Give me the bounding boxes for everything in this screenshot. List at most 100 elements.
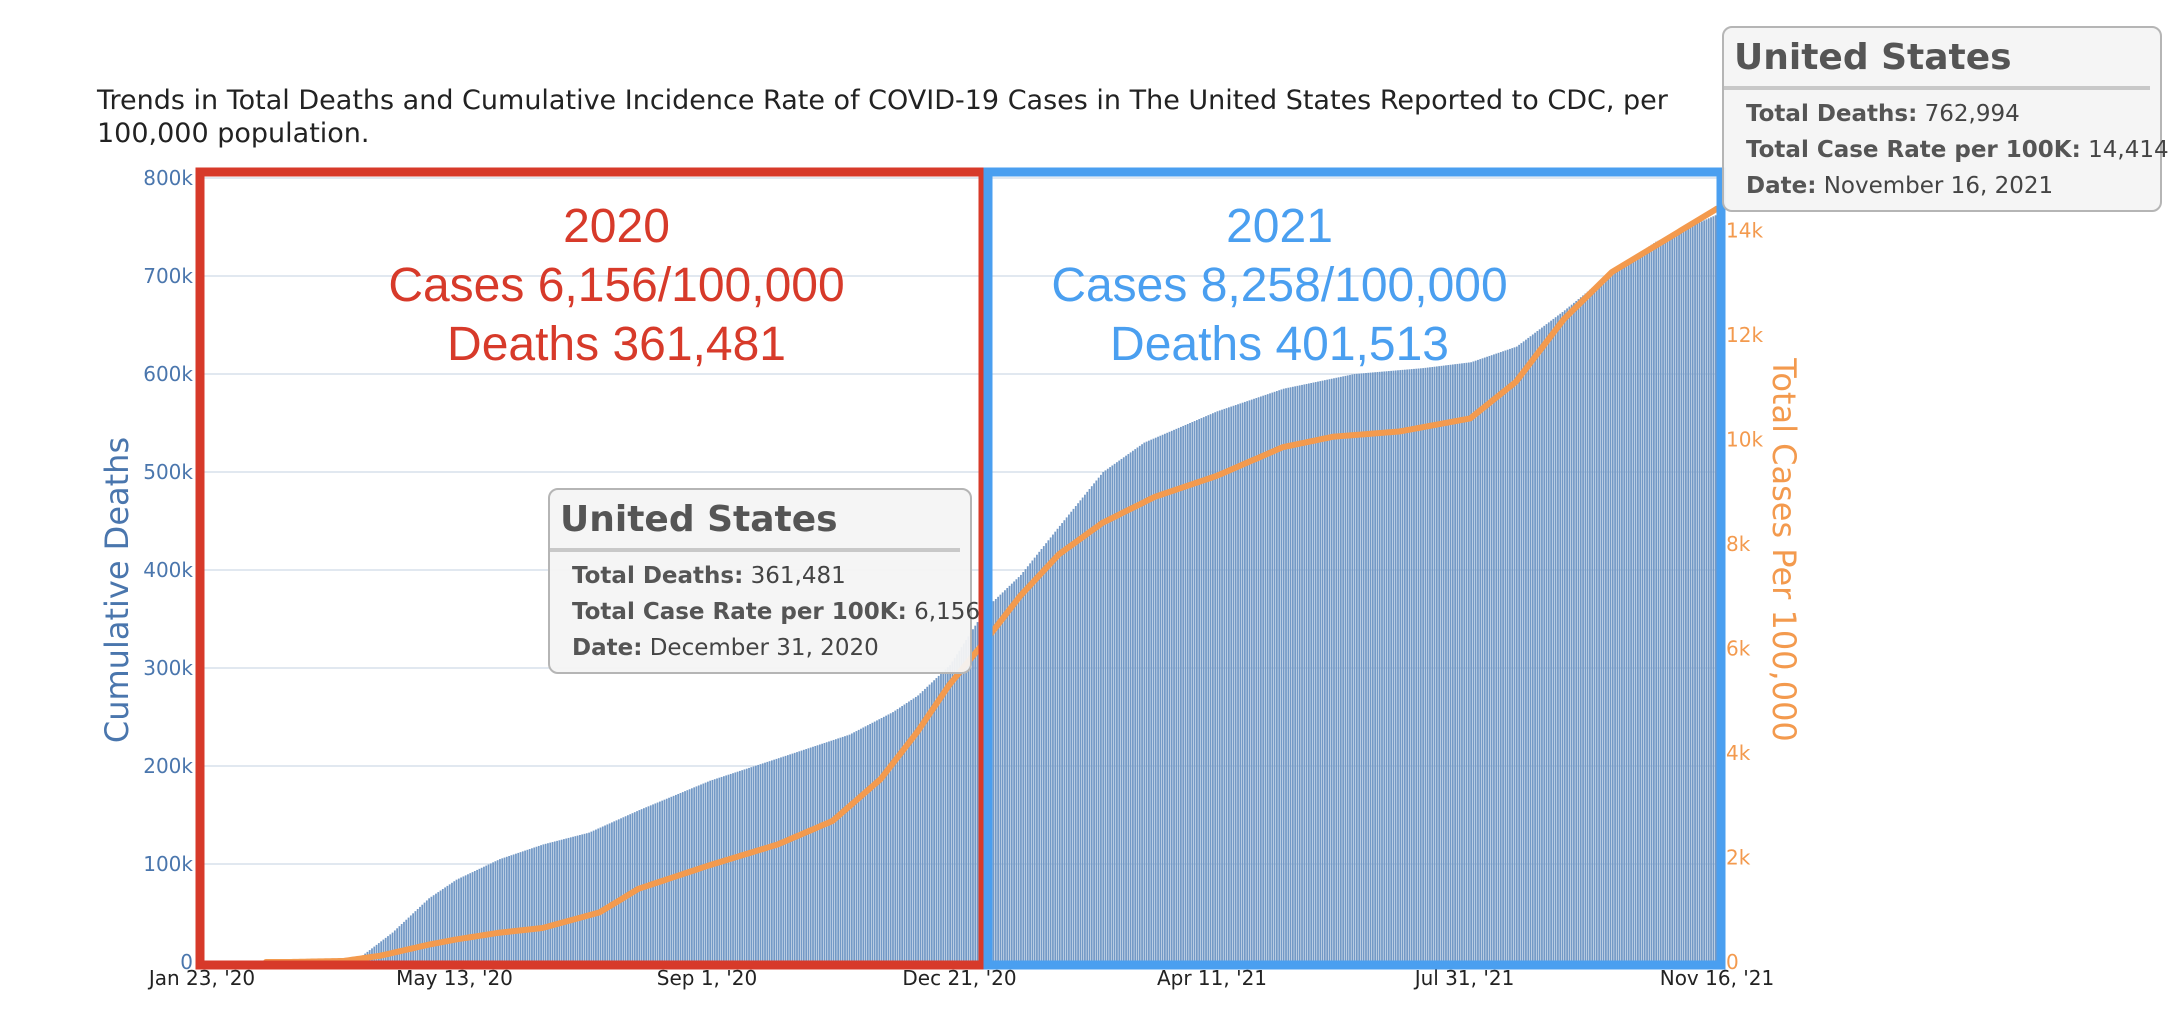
death-bar[interactable]	[882, 716, 885, 962]
death-bar[interactable]	[935, 678, 938, 962]
death-bar[interactable]	[446, 885, 449, 962]
death-bar[interactable]	[1134, 449, 1137, 962]
death-bar[interactable]	[1337, 377, 1340, 962]
death-bar[interactable]	[1408, 369, 1411, 962]
death-bar[interactable]	[809, 747, 812, 962]
death-bar[interactable]	[1673, 233, 1676, 962]
death-bar[interactable]	[1321, 380, 1324, 962]
death-bar[interactable]	[837, 738, 840, 962]
death-bar[interactable]	[1534, 332, 1536, 962]
death-bar[interactable]	[1600, 280, 1603, 962]
death-bar[interactable]	[588, 832, 590, 962]
death-bar[interactable]	[825, 742, 828, 962]
death-bar[interactable]	[798, 751, 801, 962]
death-bar[interactable]	[1712, 216, 1715, 963]
death-bar[interactable]	[704, 782, 707, 962]
death-bar[interactable]	[1148, 440, 1150, 962]
death-bar[interactable]	[1431, 367, 1434, 962]
death-bar[interactable]	[1001, 592, 1004, 962]
death-bar[interactable]	[965, 639, 967, 962]
death-bar[interactable]	[430, 896, 433, 962]
death-bar[interactable]	[1573, 302, 1575, 963]
death-bar[interactable]	[1323, 380, 1326, 962]
death-bar[interactable]	[1020, 574, 1022, 962]
death-bar[interactable]	[1314, 382, 1317, 962]
death-bar[interactable]	[1678, 231, 1680, 963]
death-bar[interactable]	[736, 771, 739, 962]
death-bar[interactable]	[1081, 497, 1084, 962]
death-bar[interactable]	[1595, 284, 1598, 962]
death-bar[interactable]	[1634, 255, 1637, 962]
death-bar[interactable]	[1662, 238, 1664, 962]
death-bar[interactable]	[1068, 514, 1070, 962]
death-bar[interactable]	[1214, 412, 1217, 963]
death-bar[interactable]	[1036, 554, 1038, 962]
death-bar[interactable]	[1248, 400, 1251, 962]
death-bar[interactable]	[896, 709, 899, 962]
death-bar[interactable]	[407, 917, 410, 962]
death-bar[interactable]	[727, 774, 730, 962]
death-bar[interactable]	[953, 657, 956, 962]
death-bar[interactable]	[1138, 445, 1141, 962]
death-bar[interactable]	[933, 680, 935, 962]
death-bar[interactable]	[453, 881, 456, 962]
death-bar[interactable]	[1399, 370, 1402, 963]
death-bar[interactable]	[1598, 282, 1600, 962]
death-bar[interactable]	[876, 720, 878, 962]
death-bar[interactable]	[757, 764, 760, 962]
death-bar[interactable]	[1275, 391, 1278, 962]
death-bar[interactable]	[1216, 411, 1219, 962]
death-bar[interactable]	[1470, 362, 1472, 962]
death-bar[interactable]	[1164, 433, 1166, 962]
death-bar[interactable]	[850, 733, 853, 962]
death-bar[interactable]	[455, 879, 458, 962]
death-bar[interactable]	[585, 833, 588, 962]
death-bar[interactable]	[800, 750, 803, 962]
death-bar[interactable]	[1465, 362, 1468, 962]
death-bar[interactable]	[1438, 366, 1440, 962]
death-bar[interactable]	[1305, 383, 1308, 963]
death-bar[interactable]	[1303, 384, 1306, 962]
death-bar[interactable]	[521, 851, 524, 962]
death-bar[interactable]	[1403, 369, 1406, 962]
death-bar[interactable]	[377, 943, 380, 962]
death-bar[interactable]	[1406, 369, 1409, 962]
death-bar[interactable]	[510, 855, 513, 962]
death-bar[interactable]	[796, 752, 798, 962]
death-bar[interactable]	[1004, 590, 1006, 962]
death-bar[interactable]	[1515, 346, 1518, 962]
death-bar[interactable]	[1696, 223, 1699, 962]
death-bar[interactable]	[693, 787, 696, 962]
death-bar[interactable]	[713, 779, 716, 962]
death-bar[interactable]	[1013, 581, 1015, 962]
death-bar[interactable]	[905, 703, 908, 962]
death-bar[interactable]	[974, 625, 977, 962]
death-bar[interactable]	[1568, 306, 1571, 962]
death-bar[interactable]	[1084, 494, 1086, 962]
death-bar[interactable]	[471, 872, 474, 962]
death-bar[interactable]	[812, 746, 814, 962]
death-bar[interactable]	[942, 671, 945, 962]
death-bar[interactable]	[1543, 325, 1546, 963]
death-bar[interactable]	[1328, 379, 1331, 963]
death-bar[interactable]	[560, 839, 563, 962]
death-bar[interactable]	[962, 643, 965, 962]
death-bar[interactable]	[702, 783, 705, 962]
death-bar[interactable]	[1374, 372, 1377, 962]
death-bar[interactable]	[707, 781, 709, 962]
death-bar[interactable]	[832, 739, 835, 962]
death-bar[interactable]	[807, 748, 810, 962]
death-bar[interactable]	[821, 743, 824, 962]
death-bar[interactable]	[1397, 370, 1399, 962]
death-bar[interactable]	[1024, 569, 1027, 962]
death-bar[interactable]	[1312, 382, 1315, 962]
death-bar[interactable]	[1241, 402, 1244, 962]
death-bar[interactable]	[1481, 358, 1484, 962]
death-bar[interactable]	[1298, 385, 1301, 962]
death-bar[interactable]	[1246, 401, 1249, 962]
death-bar[interactable]	[1525, 339, 1527, 962]
death-bar[interactable]	[917, 695, 920, 962]
death-bar[interactable]	[684, 791, 686, 962]
death-bar[interactable]	[1522, 341, 1525, 962]
death-bar[interactable]	[460, 877, 462, 962]
